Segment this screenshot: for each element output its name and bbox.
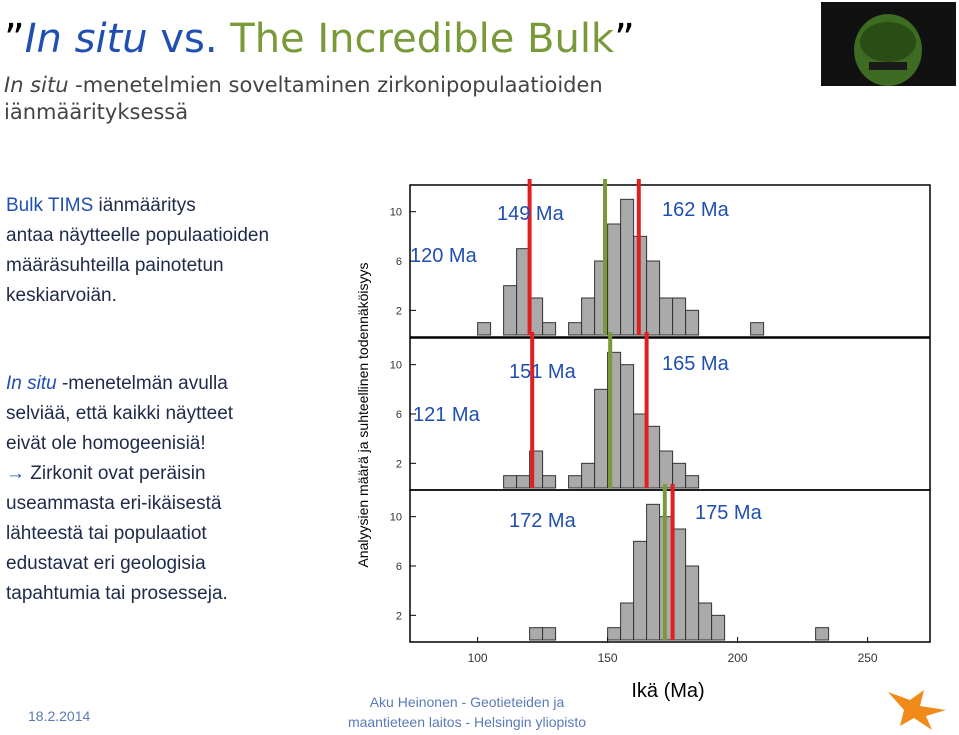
author-line: Aku Heinonen - Geotieteiden ja [369,694,565,710]
x-tick-label: 100 [468,651,488,665]
histogram-bar [685,565,700,641]
title-insitu: In situ [24,16,148,62]
title-vs: vs. [160,16,218,62]
age-label: 165 Ma [662,353,730,375]
y-tick-label: 2 [396,305,402,317]
histogram-bar [568,475,583,489]
histogram-bar [620,602,635,641]
subtitle: In situ -menetelmien soveltaminen zirkon… [4,72,603,126]
text-line: antaa näytteelle populaatioiden [6,225,270,246]
x-tick-label: 200 [728,651,748,665]
subtitle-line: -menetelmien soveltaminen zirkonipopulaa… [68,73,603,97]
paragraph: → Zirkonit ovat peräisin useammasta eri-i… [6,459,228,609]
y-tick-label: 10 [390,360,402,372]
histogram-bar [607,223,622,336]
histogram-bar [581,297,596,336]
histogram-bar [685,475,700,489]
histogram-bar [620,364,635,489]
title: ”In situ vs. The Incredible Bulk” [4,14,635,64]
y-axis-label: Analyysien määrä ja suhteellinen todennä… [355,262,371,567]
highlight: Bulk TIMS [6,195,94,216]
y-tick-label: 10 [390,207,402,219]
text-line: lähteestä tai populaatiot [6,523,207,544]
age-label: 175 Ma [695,502,763,524]
subtitle-italic: In situ [4,73,69,97]
quote: ” [4,16,25,62]
histogram-bar [607,627,622,641]
histogram-bar [542,322,557,336]
histogram-bar [516,475,531,489]
text-line: iänmääritys [93,195,196,216]
author: Aku Heinonen - Geotieteiden ja maantietee… [337,692,597,732]
histogram-bar [750,322,765,336]
highlight: In situ [6,373,57,394]
y-tick-label: 2 [396,610,402,622]
quote: ” [614,16,635,62]
hulk-image [821,2,956,86]
text-line: eivät ole homogeenisiä! [6,433,206,454]
histogram-bar [672,297,687,336]
y-tick-label: 6 [396,409,402,421]
age-label: 172 Ma [509,510,577,532]
histogram-bar [620,198,635,336]
histogram-bar [594,388,609,489]
histogram-bar [815,627,830,641]
histogram-bar [529,627,544,641]
histogram-bar [542,627,557,641]
age-label: 151 Ma [509,361,577,383]
text-line: -menetelmän avulla [56,373,228,394]
histogram-bar [659,297,674,336]
histogram-bar [633,540,648,641]
y-tick-label: 2 [396,458,402,470]
histogram-bar [503,475,518,489]
author-line: maantieteen laitos - Helsingin yliopisto [347,714,587,730]
histogram-bar [711,614,726,641]
histogram-bar [503,285,518,336]
histogram-bar [477,322,492,336]
paragraph: In situ -menetelmän avulla selviää, että … [6,369,233,459]
age-label: 121 Ma [413,404,481,426]
x-tick-label: 150 [598,651,618,665]
y-tick-label: 6 [396,561,402,573]
age-label: 120 Ma [410,245,478,267]
highlight: → [6,463,25,484]
text-line: Zirkonit ovat peräisin [25,463,206,484]
logo [888,690,946,730]
histogram-bar [659,450,674,489]
histogram-bar [685,309,700,336]
x-tick-label: 250 [858,651,878,665]
y-tick-label: 6 [396,256,402,268]
paragraph: Bulk TIMS iänmääritys antaa näytteelle po… [6,191,269,311]
title-bulk: The Incredible Bulk [230,16,615,62]
text-line: useammasta eri-ikäisestä [6,493,222,514]
histogram-bar [646,503,661,641]
histogram-bar [646,260,661,336]
age-label: 162 Ma [662,199,730,221]
age-label: 149 Ma [497,203,565,225]
text-line: edustavat eri geologisia [6,553,206,574]
y-tick-label: 10 [390,512,402,524]
text-line: tapahtumia tai prosesseja. [6,583,228,604]
histogram-bar [698,602,713,641]
text-line: määräsuhteilla painotetun [6,255,224,276]
subtitle-line: iänmäärityksessä [4,100,189,124]
text-line: selviää, että kaikki näytteet [6,403,234,424]
date: 18.2.2014 [28,708,91,724]
histogram-bar [542,475,557,489]
histogram-bar [568,322,583,336]
x-axis-label: Ikä (Ma) [631,680,704,702]
text-line: keskiarvoiän. [6,285,117,306]
histogram-bar [581,462,596,489]
